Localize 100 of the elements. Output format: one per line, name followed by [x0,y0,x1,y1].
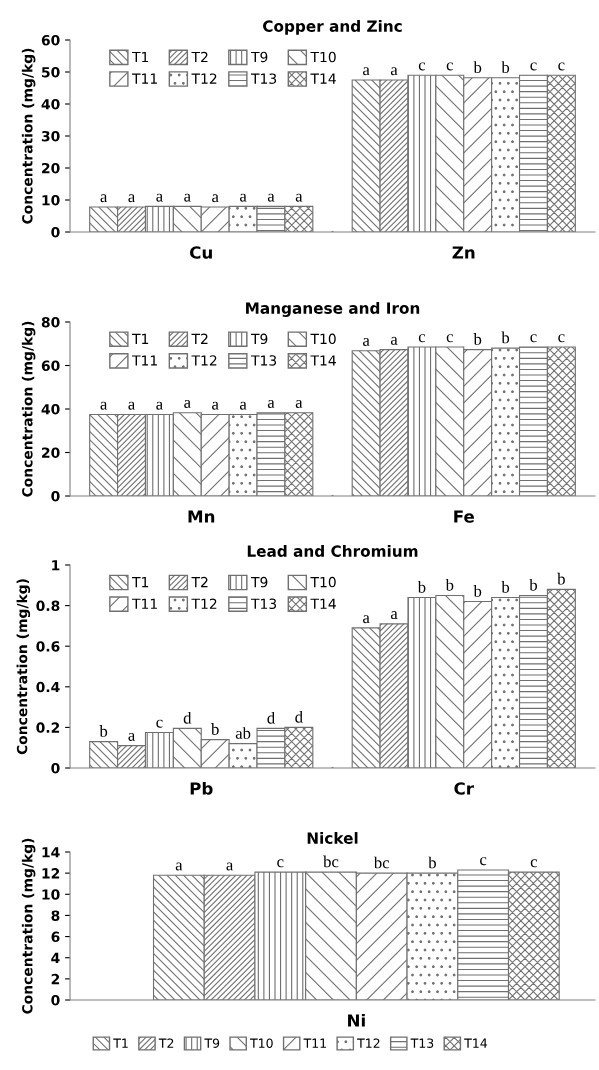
data-label: a [363,67,370,76]
y-tick-label: 50 [42,66,60,78]
chart-title: Nickel [307,832,358,844]
data-label: b [211,723,219,735]
y-tick-label: 12 [42,868,60,879]
data-label: d [267,711,275,724]
data-label: a [128,401,135,410]
y-axis-title: Concentration (mg/kg) [16,579,31,755]
legend-label: T10 [310,576,336,588]
data-label: a [267,399,275,408]
legend-label: T12 [191,355,217,366]
data-label: b [501,331,510,344]
legend-label: T9 [250,51,268,63]
data-label: a [212,401,219,410]
legend-label: T9 [250,333,268,345]
data-label: b [445,578,454,591]
y-tick-label: 10 [42,194,60,206]
data-label: b [428,856,436,869]
legend-label: T14 [310,355,336,366]
legend-label: T9 [204,1038,220,1048]
data-label: a [363,337,370,346]
y-tick-label: 40 [41,98,60,110]
x-tick-label: Ni [348,1013,365,1027]
data-label: b [417,580,426,593]
data-label: a [390,611,398,620]
data-label: c [530,62,537,71]
data-label: a [128,732,135,741]
legend-label: T12 [191,598,217,609]
data-label: a [100,194,108,203]
legend-label: T12 [191,73,217,84]
y-tick-label: 4 [51,952,60,963]
data-label: b [473,585,482,597]
y-tick-label: 0.4 [36,681,60,693]
data-label: b [557,572,565,585]
legend-label: T2 [191,333,208,344]
legend-label: T1 [113,1038,128,1048]
x-tick-label: Cu [190,246,212,259]
legend-label: T12 [357,1038,380,1048]
legend-label: T13 [250,355,277,366]
y-tick-label: 60 [41,360,60,371]
data-label: a [184,193,191,202]
data-label: c [277,859,284,868]
data-label: a [212,194,219,203]
y-axis-title: Concentration (mg/kg) [21,321,36,497]
chart-title: Lead and Chromium [247,545,418,557]
data-label: c [418,334,426,343]
data-label: a [239,193,247,202]
legend-label: T11 [132,598,157,609]
data-label: c [156,719,163,728]
data-label: a [295,399,303,408]
data-label: d [183,711,192,724]
data-label: a [128,194,135,203]
data-label: c [558,334,565,343]
data-label: c [558,62,565,71]
x-tick-label: Fe [454,510,474,523]
legend-label: T13 [250,598,277,609]
chart-title: Manganese and Iron [246,302,420,317]
y-tick-label: 0 [51,490,60,502]
data-label: b [529,578,538,591]
y-tick-label: 0.6 [36,641,60,652]
data-label: a [390,336,398,345]
y-tick-label: 2 [51,973,60,985]
y-axis-title: Concentration (mg/kg) [21,48,36,224]
legend-label: T10 [310,333,336,345]
data-label: b [99,725,108,737]
y-tick-label: 14 [42,847,60,858]
data-label: c [446,62,453,71]
data-label: a [100,401,108,410]
data-label: b [473,333,482,345]
data-label: bc [323,855,339,868]
legend-label: T11 [132,355,157,366]
data-label: d [295,710,303,723]
y-tick-label: 0 [51,762,60,774]
y-tick-label: 30 [41,130,60,142]
data-label: a [184,399,191,408]
data-label: b [501,580,510,593]
y-tick-label: 20 [42,162,60,174]
data-label: bc [373,856,390,869]
legend-label: T11 [132,73,157,84]
legend-label: T1 [132,51,149,63]
y-tick-label: 0 [51,226,60,238]
legend-label: T10 [249,1038,273,1048]
data-label: b [501,61,510,73]
y-tick-label: 0.2 [36,722,60,733]
data-label: c [480,857,487,866]
legend-label: T2 [191,576,208,588]
data-label: c [446,334,453,343]
y-tick-label: 40 [41,403,60,415]
data-label: c [418,62,426,71]
y-tick-label: 8 [51,910,60,921]
x-tick-label: Zn [452,246,475,259]
y-axis-title: Concentration (mg/kg) [21,838,36,1014]
legend-label: T1 [132,333,149,344]
legend-label: T13 [250,73,277,84]
data-label: a [295,193,303,202]
y-tick-label: 1 [52,560,60,571]
data-label: a [226,862,234,871]
y-tick-label: 20 [42,447,60,458]
legend-label: T10 [310,51,336,63]
y-tick-label: 60 [41,34,60,46]
